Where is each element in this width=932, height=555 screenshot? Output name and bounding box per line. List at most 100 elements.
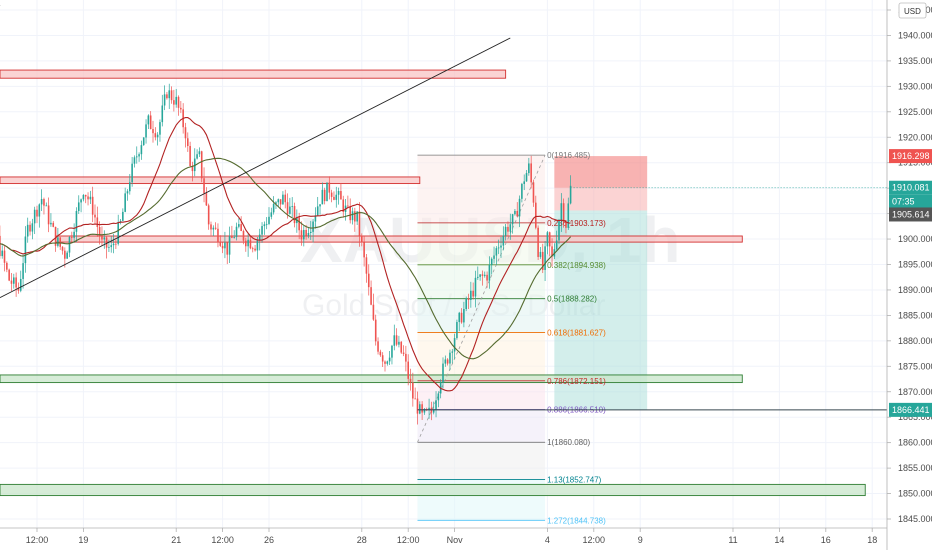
candle-body — [138, 154, 140, 157]
candle-body — [358, 211, 361, 236]
price-tick-label: 1885.000 — [898, 310, 932, 320]
candle-body — [98, 227, 101, 237]
candle-body — [567, 203, 570, 228]
candle-body — [558, 221, 560, 241]
candle-body — [84, 194, 87, 197]
candle-body — [129, 182, 131, 192]
candle-body — [22, 263, 24, 279]
time-tick-label: 12:00 — [583, 535, 606, 545]
stop-price-tag-bg — [889, 149, 932, 164]
candle-body — [3, 250, 6, 263]
price-tick-label: 1940.000 — [898, 30, 932, 40]
candle-body — [272, 203, 275, 213]
candle-body — [80, 199, 82, 203]
candle-body — [289, 206, 291, 214]
resistance-zone — [55, 235, 743, 243]
candle-body — [133, 157, 136, 164]
ascending-trendline — [0, 37, 511, 298]
candle-body — [159, 122, 161, 135]
current-price-tag: 1910.081 — [892, 183, 930, 193]
ma-green-line — [0, 157, 572, 360]
entry-price-tag: 1905.614 — [892, 209, 930, 219]
time-tick-label: 11 — [728, 535, 737, 545]
candle-body — [483, 274, 486, 276]
time-axis[interactable]: 12:00 19 21 12:00 26 28 12:00 Nov 4 12:00 9 11 14 16 1… — [0, 527, 887, 545]
candle-body — [521, 183, 523, 199]
time-tick-label: Nov — [447, 535, 464, 545]
candle-body — [472, 290, 474, 297]
candle-body — [54, 226, 57, 246]
candle-body — [115, 243, 117, 245]
support-zone — [0, 483, 866, 497]
candle-body — [168, 90, 171, 99]
candle-body — [465, 298, 467, 310]
candle-body — [395, 335, 398, 345]
fib-level-label: 1.13(1852.747) — [547, 476, 602, 485]
candle-body — [71, 237, 73, 238]
short-position-tool[interactable] — [554, 156, 648, 410]
candle-body — [261, 226, 263, 235]
candle-body — [326, 182, 328, 202]
candle-body — [193, 158, 196, 172]
trendlines[interactable] — [0, 0, 511, 298]
candle-body — [36, 209, 38, 217]
candle-body — [110, 245, 113, 248]
candle-body — [333, 196, 335, 200]
currency-selector[interactable]: USD — [898, 2, 927, 19]
candle-body — [314, 215, 317, 222]
candle-body — [43, 199, 45, 206]
candle-body — [19, 278, 22, 291]
candle-body — [328, 182, 331, 193]
candle-body — [268, 216, 270, 224]
price-tick-label: 1895.000 — [898, 260, 932, 270]
fib-level-label: 1(1860.080) — [547, 438, 590, 447]
candle-body — [523, 181, 525, 184]
candle-body — [73, 231, 75, 238]
candle-body — [275, 202, 277, 204]
candle-body — [451, 351, 454, 353]
candle-body — [17, 287, 20, 291]
candle-body — [361, 235, 363, 243]
candle-body — [374, 319, 377, 342]
candle-body — [196, 154, 198, 159]
candle-body — [238, 224, 240, 227]
candle-body — [525, 173, 528, 182]
fib-level-label: 0.236(1903.173) — [547, 219, 606, 228]
fib-band — [417, 155, 546, 223]
candle-body — [270, 212, 273, 217]
candle-body — [470, 290, 472, 300]
fib-level-label: 0(1916.485) — [547, 151, 590, 160]
candle-body — [15, 277, 17, 288]
time-tick-label: 18 — [867, 535, 877, 545]
candle-body — [541, 251, 544, 270]
price-axis[interactable]: 1845.000 1850.000 1855.000 1860.000 1865.000… — [886, 0, 932, 550]
candle-body — [367, 273, 370, 288]
candle-body — [189, 146, 191, 166]
candle-body — [423, 409, 426, 413]
time-tick-label: 12:00 — [26, 535, 49, 545]
candle-body — [154, 133, 157, 138]
candle-body — [379, 351, 382, 356]
fib-trend-line — [417, 154, 546, 443]
candle-body — [548, 232, 551, 247]
candle-body — [254, 248, 256, 251]
candle-body — [50, 222, 52, 225]
candle-body — [444, 359, 447, 364]
candle-body — [449, 352, 451, 364]
candle-body — [147, 115, 150, 125]
candle-body — [191, 165, 194, 172]
candle-body — [57, 237, 59, 246]
target-price-tag-bg — [889, 402, 932, 417]
fib-level-label: 0.5(1888.282) — [547, 295, 597, 304]
candle-body — [416, 398, 419, 414]
fib-band — [417, 442, 546, 480]
candle-body — [504, 226, 507, 236]
candle-body — [149, 115, 152, 130]
entry-price-tag-bg — [889, 207, 932, 222]
candle-body — [412, 382, 414, 399]
candle-body — [337, 191, 340, 195]
candle-body — [96, 217, 99, 228]
candle-body — [152, 129, 154, 134]
